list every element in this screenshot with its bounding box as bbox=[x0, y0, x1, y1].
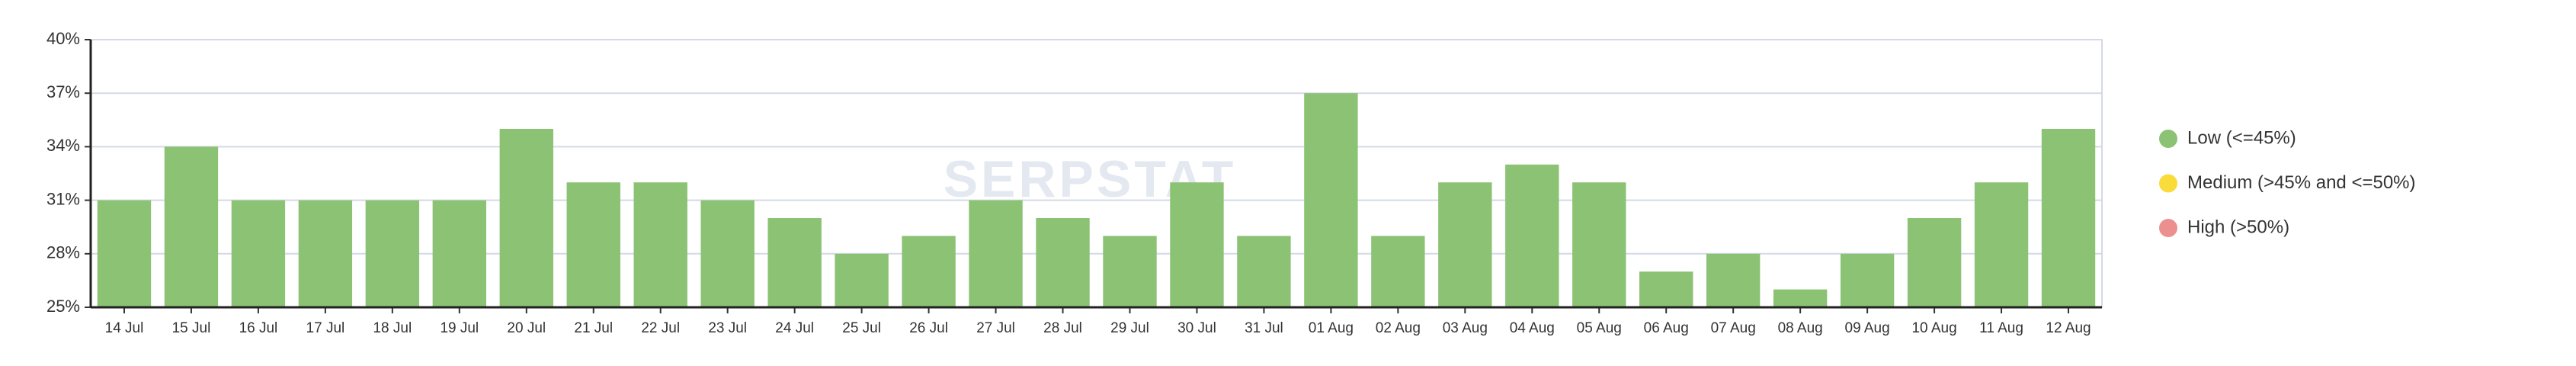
y-tick-label: 31% bbox=[46, 189, 80, 208]
x-tick-label: 10 Aug bbox=[1911, 320, 1956, 336]
bar bbox=[902, 236, 956, 307]
bar bbox=[231, 200, 286, 307]
x-tick-label: 28 Jul bbox=[1043, 320, 1082, 336]
x-tick-label: 01 Aug bbox=[1309, 320, 1354, 336]
x-tick-label: 12 Aug bbox=[2046, 320, 2091, 336]
legend-marker bbox=[2159, 174, 2177, 193]
bar bbox=[1304, 93, 1358, 307]
bar bbox=[1639, 271, 1693, 307]
x-tick-label: 11 Aug bbox=[1979, 320, 2023, 336]
legend-label: Medium (>45% and <=50%) bbox=[2187, 172, 2416, 193]
x-tick-label: 18 Jul bbox=[373, 320, 412, 336]
x-tick-label: 20 Jul bbox=[507, 320, 546, 336]
bar bbox=[1840, 253, 1895, 307]
legend-label: High (>50%) bbox=[2187, 217, 2289, 237]
x-tick-label: 14 Jul bbox=[105, 320, 144, 336]
y-tick-label: 37% bbox=[46, 82, 80, 101]
x-tick-label: 07 Aug bbox=[1711, 320, 1756, 336]
bar bbox=[432, 200, 487, 307]
legend-label: Low (<=45%) bbox=[2187, 127, 2296, 148]
x-tick-label: 30 Jul bbox=[1177, 320, 1216, 336]
bar bbox=[1572, 182, 1626, 307]
y-tick-label: 40% bbox=[46, 29, 80, 48]
x-tick-label: 05 Aug bbox=[1577, 320, 1622, 336]
bar bbox=[1773, 289, 1828, 307]
x-tick-label: 03 Aug bbox=[1443, 320, 1488, 336]
bar bbox=[164, 146, 219, 307]
x-tick-label: 23 Jul bbox=[708, 320, 747, 336]
bar bbox=[1103, 236, 1157, 307]
x-tick-label: 27 Jul bbox=[976, 320, 1015, 336]
bar bbox=[1237, 236, 1291, 307]
x-tick-label: 19 Jul bbox=[440, 320, 479, 336]
x-tick-label: 29 Jul bbox=[1110, 320, 1149, 336]
bar bbox=[1036, 218, 1090, 307]
bar bbox=[1907, 218, 1962, 307]
bar bbox=[969, 200, 1023, 307]
bar bbox=[1505, 164, 1559, 307]
x-tick-label: 15 Jul bbox=[172, 320, 211, 336]
y-tick-label: 34% bbox=[46, 136, 80, 155]
legend-marker bbox=[2159, 130, 2177, 148]
bar bbox=[2041, 129, 2096, 307]
y-tick-label: 25% bbox=[46, 297, 80, 316]
x-tick-label: 08 Aug bbox=[1778, 320, 1823, 336]
bar bbox=[633, 182, 687, 307]
x-tick-label: 16 Jul bbox=[239, 320, 278, 336]
bar bbox=[1170, 182, 1224, 307]
legend-marker bbox=[2159, 219, 2177, 237]
bar bbox=[365, 200, 420, 307]
bar bbox=[499, 129, 553, 307]
y-tick-label: 28% bbox=[46, 243, 80, 262]
x-tick-label: 17 Jul bbox=[306, 320, 345, 336]
x-tick-label: 22 Jul bbox=[641, 320, 680, 336]
x-tick-label: 09 Aug bbox=[1845, 320, 1890, 336]
x-tick-label: 06 Aug bbox=[1644, 320, 1689, 336]
bar bbox=[1438, 182, 1492, 307]
x-tick-label: 04 Aug bbox=[1510, 320, 1555, 336]
x-tick-label: 24 Jul bbox=[775, 320, 814, 336]
x-tick-label: 26 Jul bbox=[909, 320, 948, 336]
x-tick-label: 25 Jul bbox=[842, 320, 881, 336]
bar bbox=[97, 200, 152, 307]
x-tick-label: 02 Aug bbox=[1376, 320, 1421, 336]
bar bbox=[767, 218, 822, 307]
bar bbox=[1974, 182, 2029, 307]
bar bbox=[700, 200, 755, 307]
bar bbox=[1371, 236, 1425, 307]
bar bbox=[566, 182, 620, 307]
bar bbox=[1706, 253, 1761, 307]
x-tick-label: 31 Jul bbox=[1245, 320, 1283, 336]
bar bbox=[835, 253, 889, 307]
x-tick-label: 21 Jul bbox=[574, 320, 613, 336]
bar bbox=[298, 200, 353, 307]
